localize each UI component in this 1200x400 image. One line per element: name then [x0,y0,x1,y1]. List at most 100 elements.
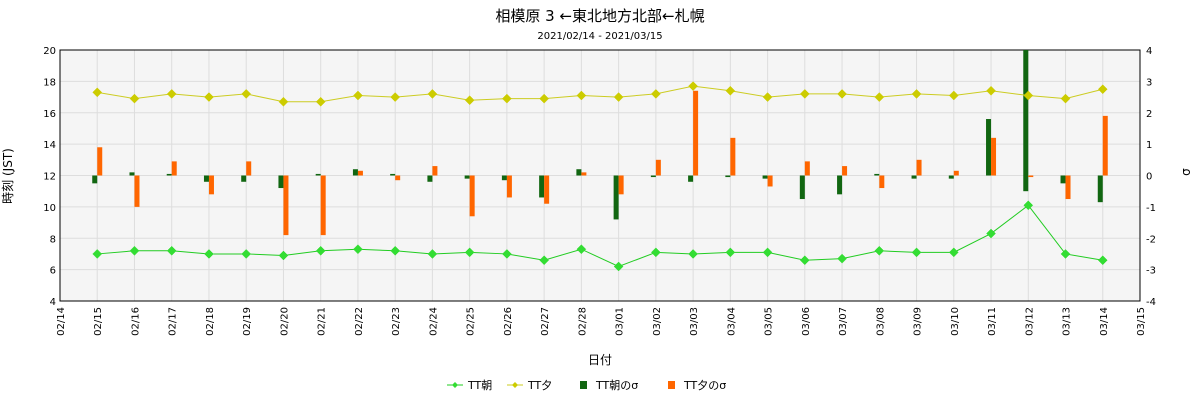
sigma-bar [464,175,470,179]
data-point [837,253,847,264]
data-point [166,89,177,99]
y-tick-label: 8 [50,234,56,245]
sigma-bar [97,147,103,176]
sigma-bar [129,172,135,176]
data-point [539,93,549,104]
legend-label: TT朝のσ [595,379,638,392]
x-tick-label: 02/20 [279,307,290,336]
sigma-bar [1065,175,1071,200]
data-point [651,247,661,258]
y2-tick-label: -2 [1146,234,1156,245]
data-point [464,247,475,258]
y-tick-label: 18 [43,77,56,88]
x-tick-label: 03/12 [1024,307,1035,336]
sigma-bar [874,173,880,176]
sigma-bar [501,175,507,181]
data-point [948,247,959,258]
data-point [762,247,773,258]
legend-label: TT夕 [527,379,552,392]
sigma-bar [837,175,843,195]
x-tick-label: 02/16 [130,307,141,336]
chart-subtitle: 2021/02/14 - 2021/03/15 [537,31,662,42]
legend-label: TT夕のσ [683,379,726,392]
sigma-bar [1102,115,1108,176]
y2-tick-label: 0 [1146,172,1152,183]
x-tick-label: 02/26 [503,307,514,336]
data-point [204,249,214,259]
x-tick-label: 03/13 [1062,307,1073,336]
sigma-bar [730,137,736,176]
data-point [502,93,512,104]
data-point [911,89,922,99]
data-point [725,85,736,96]
legend-label: TT朝 [467,379,492,392]
sigma-bar [842,166,848,176]
data-point [204,92,214,102]
x-tick-label: 03/15 [1136,307,1147,336]
data-point [166,245,177,256]
data-point [315,245,326,256]
data-point [427,249,438,259]
x-tick-label: 02/19 [242,307,253,336]
sigma-bar [427,175,433,182]
data-point [799,89,810,99]
sigma-bar [613,175,619,220]
sigma-bar [352,169,358,176]
sigma-bar [208,175,214,195]
x-tick-label: 03/14 [1099,307,1110,336]
x-tick-label: 02/25 [466,307,477,336]
x-tick-label: 03/02 [652,307,663,336]
chart-title: 相模原 3 ←東北地方北部←札幌 [495,7,704,25]
sigma-bar [725,175,731,178]
data-point [576,90,587,101]
x-tick-label: 02/15 [93,307,104,336]
sigma-bar [357,170,363,176]
sigma-bar [544,175,550,204]
x-tick-label: 03/09 [913,307,924,336]
data-point [1023,200,1034,211]
data-point [353,90,363,101]
y-tick-label: 20 [43,46,56,57]
sigma-bar [948,175,954,179]
data-point [1060,93,1071,104]
data-point [799,255,810,266]
sigma-bar [804,161,810,176]
sigma-bar [799,175,805,200]
data-point [576,244,587,255]
sigma-bar [539,175,545,198]
sigma-bar [432,166,438,176]
sigma-bar [1023,50,1029,192]
y2-tick-label: 4 [1146,46,1152,57]
sigma-bar [166,173,172,176]
sigma-bar [650,175,656,178]
sigma-bar [916,159,922,176]
data-point [278,96,289,107]
x-tick-label: 02/22 [354,307,365,336]
x-tick-label: 03/04 [726,307,737,336]
line-layer [92,81,1108,272]
data-point [1023,90,1034,101]
data-point [688,81,698,91]
data-point [464,95,475,106]
sigma-bar [246,161,252,176]
y2-tick-label: 2 [1146,109,1152,120]
data-point [837,89,847,99]
sigma-bar [688,175,694,182]
x-axis-label: 日付 [588,353,612,367]
series-line [97,204,1103,268]
legend-bar-swatch [580,381,587,389]
data-point [315,96,326,107]
y2-axis-label: σ [1179,168,1193,176]
data-point [353,244,363,255]
sigma-bar [203,175,209,182]
data-point [1097,84,1108,95]
sigma-bar [1097,175,1103,203]
y-axis-label: 時刻 (JST) [1,148,15,204]
data-point [874,245,885,256]
sigma-bar [171,161,177,176]
data-point [688,249,698,259]
sigma-bar [1060,175,1066,184]
bar-layer [92,50,1108,236]
y2-tick-label: -3 [1146,266,1156,277]
